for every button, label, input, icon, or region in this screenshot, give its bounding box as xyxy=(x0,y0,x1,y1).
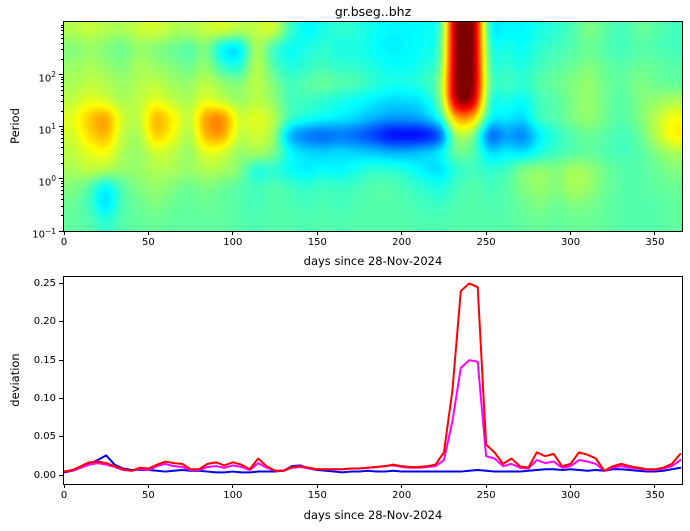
x-tick-mark xyxy=(485,231,487,235)
bottom-x-axis-label: days since 28-Nov-2024 xyxy=(303,508,443,522)
y-tick-mark xyxy=(59,230,64,232)
x-tick-label: 0 xyxy=(60,490,68,501)
x-tick-label: 300 xyxy=(561,490,581,501)
x-tick-mark xyxy=(316,484,318,488)
y-minor-tick-mark xyxy=(61,110,64,112)
plot-title: gr.bseg..bhz xyxy=(334,4,412,19)
y-tick-label: 0.10 xyxy=(33,393,56,405)
x-tick-label: 300 xyxy=(561,237,581,248)
x-tick-label: 250 xyxy=(476,237,496,248)
y-minor-tick-mark xyxy=(61,79,64,81)
y-tick-mark xyxy=(59,436,64,438)
y-tick-label: 0.25 xyxy=(33,277,56,289)
y-minor-tick-mark xyxy=(61,42,64,44)
deviation-axes xyxy=(63,276,683,485)
x-tick-mark xyxy=(63,231,65,235)
x-tick-mark xyxy=(232,231,234,235)
x-tick-label: 150 xyxy=(307,490,327,501)
y-tick-mark xyxy=(59,282,64,284)
y-minor-tick-mark xyxy=(61,89,64,91)
y-minor-tick-mark xyxy=(61,30,64,32)
y-minor-tick-mark xyxy=(61,214,64,216)
y-tick-label: 0.20 xyxy=(33,316,56,328)
y-minor-tick-mark xyxy=(61,137,64,139)
y-minor-tick-mark xyxy=(61,33,64,35)
y-minor-tick-mark xyxy=(61,128,64,130)
y-minor-tick-mark xyxy=(61,153,64,155)
y-tick-label: 10−1 xyxy=(32,226,56,241)
y-minor-tick-mark xyxy=(61,76,64,78)
x-tick-label: 200 xyxy=(392,237,412,248)
x-tick-label: 100 xyxy=(223,237,243,248)
y-minor-tick-mark xyxy=(61,24,64,26)
x-tick-mark xyxy=(570,484,572,488)
y-minor-tick-mark xyxy=(61,183,64,185)
x-tick-mark xyxy=(654,231,656,235)
spectrogram-axes xyxy=(63,21,683,232)
y-minor-tick-mark xyxy=(61,27,64,29)
deviation-axis-label: deviation xyxy=(8,353,22,407)
y-minor-tick-mark xyxy=(61,142,64,143)
y-minor-tick-mark xyxy=(61,37,64,39)
y-tick-mark xyxy=(59,74,64,76)
x-tick-label: 0 xyxy=(60,237,68,248)
deviation-line-chart xyxy=(64,282,682,474)
y-tick-label: 102 xyxy=(38,70,56,85)
x-tick-mark xyxy=(401,231,403,235)
y-minor-tick-mark xyxy=(61,180,64,182)
y-minor-tick-mark xyxy=(61,162,64,164)
x-tick-mark xyxy=(570,231,572,235)
y-tick-mark xyxy=(59,474,64,476)
y-minor-tick-mark xyxy=(61,194,64,196)
spectrogram-heatmap xyxy=(64,22,682,231)
x-tick-mark xyxy=(63,484,65,488)
y-tick-mark xyxy=(59,126,64,128)
y-minor-tick-mark xyxy=(61,131,64,133)
x-tick-label: 350 xyxy=(645,490,665,501)
series-red-line xyxy=(64,282,682,473)
x-tick-mark xyxy=(147,484,149,488)
x-tick-label: 100 xyxy=(223,490,243,501)
x-tick-label: 50 xyxy=(142,237,155,248)
y-tick-mark xyxy=(59,359,64,361)
series-blue-line xyxy=(64,454,682,474)
y-minor-tick-mark xyxy=(61,101,64,103)
y-minor-tick-mark xyxy=(61,189,64,191)
x-tick-mark xyxy=(147,231,149,235)
y-tick-mark xyxy=(59,321,64,323)
y-tick-label: 101 xyxy=(38,122,56,137)
y-minor-tick-mark xyxy=(61,205,64,207)
x-tick-mark xyxy=(654,484,656,488)
y-tick-mark xyxy=(59,398,64,400)
y-tick-label: 0.05 xyxy=(33,431,56,443)
y-minor-tick-mark xyxy=(61,186,64,188)
y-minor-tick-mark xyxy=(61,49,64,51)
x-tick-mark xyxy=(401,484,403,488)
y-minor-tick-mark xyxy=(61,94,64,96)
y-tick-label: 0.00 xyxy=(33,469,56,481)
y-tick-mark xyxy=(59,178,64,180)
x-tick-label: 250 xyxy=(476,490,496,501)
x-tick-mark xyxy=(485,484,487,488)
y-minor-tick-mark xyxy=(61,85,64,87)
top-x-axis-label: days since 28-Nov-2024 xyxy=(303,254,443,268)
y-tick-label: 100 xyxy=(38,174,56,189)
x-tick-mark xyxy=(316,231,318,235)
y-minor-tick-mark xyxy=(61,82,64,84)
y-minor-tick-mark xyxy=(61,134,64,136)
x-tick-label: 150 xyxy=(307,237,327,248)
y-tick-label: 0.15 xyxy=(33,354,56,366)
y-minor-tick-mark xyxy=(61,58,64,60)
x-tick-label: 50 xyxy=(142,490,155,501)
x-tick-label: 350 xyxy=(645,237,665,248)
x-tick-mark xyxy=(232,484,234,488)
x-tick-label: 200 xyxy=(392,490,412,501)
y-minor-tick-mark xyxy=(61,147,64,149)
y-minor-tick-mark xyxy=(61,199,64,201)
